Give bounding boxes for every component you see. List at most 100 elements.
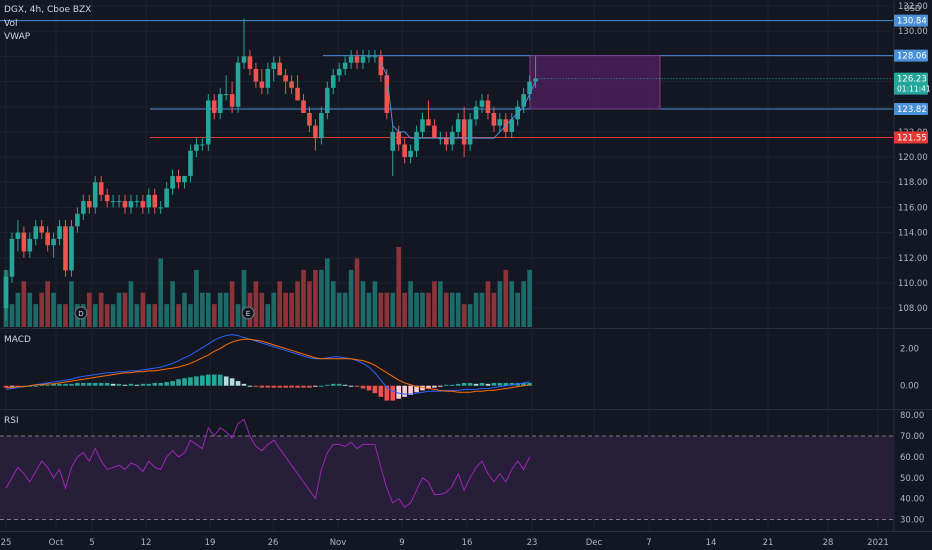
volume-bar <box>152 304 158 327</box>
macd-histogram-bar <box>211 374 217 386</box>
macd-histogram-bar <box>390 385 396 401</box>
candle-body <box>176 175 181 183</box>
macd-histogram-bar <box>295 385 300 388</box>
volume-bar <box>229 281 235 327</box>
volume-bar <box>241 269 247 327</box>
candle-body <box>432 125 437 139</box>
volume-bar <box>277 281 282 327</box>
macd-histogram-bar <box>479 382 485 386</box>
candle-body <box>45 232 50 246</box>
candle-body <box>366 56 372 58</box>
macd-histogram-bar <box>51 383 56 386</box>
volume-bar <box>33 304 39 327</box>
volume-bar <box>455 292 461 327</box>
volume-bar <box>515 292 520 327</box>
candle-body <box>491 113 497 126</box>
candle-body <box>164 188 169 208</box>
macd-histogram-bar <box>497 382 503 386</box>
volume-bar <box>497 281 503 327</box>
volume-bar <box>330 281 336 327</box>
volume-bar <box>354 258 360 327</box>
last-price-label: 126.23 <box>897 75 927 85</box>
volume-bar <box>51 292 56 327</box>
candle-body <box>313 125 318 139</box>
candle-body <box>348 56 354 63</box>
x-tick-label: 7 <box>646 538 651 548</box>
candle-body <box>104 194 110 202</box>
rsi-tick-label: 40.00 <box>900 495 924 505</box>
volume-bar <box>176 304 181 327</box>
tag-123-82: 123.82 <box>897 105 927 115</box>
x-tick-label: 23 <box>527 538 538 548</box>
volume-bar <box>134 304 140 327</box>
volume-bar <box>396 247 401 327</box>
macd-histogram-bar <box>461 382 467 386</box>
volume-bar <box>289 292 294 327</box>
volume-bar <box>253 281 259 327</box>
volume-bar <box>128 281 134 327</box>
price-tick-label: 120.00 <box>898 153 928 163</box>
volume-bar <box>402 292 407 327</box>
volume-bar <box>63 304 68 327</box>
candle-body <box>467 119 473 145</box>
volume-bar <box>211 304 217 327</box>
volume-bar <box>467 304 473 327</box>
price-tick-label: 116.00 <box>898 203 928 213</box>
volume-bar <box>414 292 419 327</box>
volume-bar <box>378 292 384 327</box>
candle-body <box>402 144 407 158</box>
candle-body <box>271 62 277 69</box>
macd-histogram-bar <box>271 385 277 388</box>
volume-bar <box>164 304 169 327</box>
candle-body <box>229 94 235 107</box>
volume-bar <box>438 281 443 327</box>
volume-bar <box>110 304 116 327</box>
volume-bar <box>432 281 437 327</box>
macd-histogram-bar <box>164 382 169 386</box>
candle-body <box>277 62 282 76</box>
volume-bar <box>140 292 146 327</box>
volume-bar <box>295 281 300 327</box>
volume-bar <box>200 292 205 327</box>
volume-bar <box>509 281 515 327</box>
volume-bar <box>360 281 366 327</box>
x-tick-label: 25 <box>1 538 12 548</box>
macd-histogram-bar <box>75 382 80 386</box>
candle-body <box>188 150 193 176</box>
volume-bar <box>372 281 378 327</box>
event-marker-label: E <box>246 310 250 318</box>
x-tick-label: Oct <box>49 538 64 548</box>
volume-bar <box>348 269 354 327</box>
candle-body <box>98 182 104 195</box>
candle-body <box>140 201 146 208</box>
volume-bar <box>479 292 485 327</box>
rsi-tick-label: 50.00 <box>900 474 924 484</box>
candle-body <box>63 226 68 271</box>
candle-body <box>307 113 312 126</box>
volume-bar <box>98 292 104 327</box>
candle-body <box>211 100 217 113</box>
volume-bar <box>27 292 33 327</box>
candle-body <box>3 276 9 309</box>
macd-histogram-bar <box>432 385 437 388</box>
macd-histogram-bar <box>98 382 104 386</box>
candle-body <box>342 62 348 69</box>
volume-bar <box>420 292 425 327</box>
candle-body <box>301 100 306 113</box>
candle-body <box>33 226 39 239</box>
candle-body <box>414 131 419 151</box>
macd-histogram-bar <box>128 383 134 386</box>
macd-histogram-bar <box>342 384 348 386</box>
rsi-tick-label: 70.00 <box>900 432 924 442</box>
volume-bar <box>503 269 509 327</box>
macd-histogram-bar <box>45 384 50 386</box>
macd-histogram-bar <box>235 381 241 386</box>
volume-bar <box>301 269 306 327</box>
macd-histogram-bar <box>9 385 15 387</box>
macd-histogram-bar <box>116 383 122 386</box>
rsi-legend: RSI <box>4 416 19 426</box>
candle-body <box>497 119 503 126</box>
volume-bar <box>325 258 330 327</box>
candle-body <box>509 119 515 132</box>
